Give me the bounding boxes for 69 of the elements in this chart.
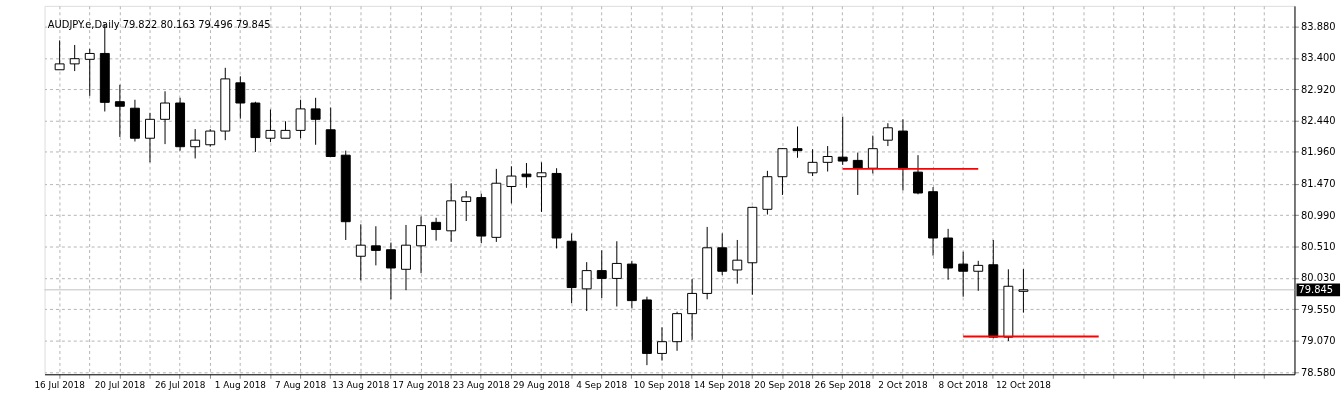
candlestick — [145, 112, 155, 163]
y-tick-label: 81.470 — [1300, 178, 1336, 190]
x-tick-label: 10 Sep 2018 — [633, 379, 691, 390]
x-tick-label: 29 Aug 2018 — [512, 379, 571, 390]
ref-line-label: 79.845 — [1298, 283, 1334, 295]
candlestick — [506, 165, 517, 204]
candlestick — [536, 161, 547, 213]
candlestick — [717, 232, 728, 276]
y-tick-label: 78.580 — [1300, 366, 1336, 378]
y-tick-label: 83.400 — [1300, 52, 1336, 64]
candlestick — [310, 97, 321, 146]
x-tick-label: 1 Aug 2018 — [214, 379, 267, 390]
candlestick — [114, 84, 125, 138]
candlestick — [69, 44, 80, 72]
x-tick-label: 16 Jul 2018 — [34, 379, 86, 390]
y-tick-label: 82.440 — [1300, 115, 1336, 127]
x-tick-label: 13 Aug 2018 — [332, 379, 390, 390]
x-tick-label: 17 Aug 2018 — [392, 379, 450, 390]
candlestick — [581, 261, 592, 312]
y-tick-label: 80.990 — [1300, 209, 1336, 221]
y-tick-label: 80.510 — [1300, 240, 1336, 252]
y-tick-label: 83.880 — [1300, 21, 1336, 33]
text: AUDJPY.e,Daily 79.822 80.163 79.496 79.845 — [47, 18, 271, 30]
candlestick — [837, 116, 848, 166]
x-tick-label: 7 Aug 2018 — [274, 379, 327, 390]
candlestick — [160, 90, 170, 145]
candlestick — [431, 217, 442, 242]
candlestick — [732, 239, 743, 285]
x-tick-label: 20 Sep 2018 — [754, 379, 812, 390]
candlestick — [822, 145, 833, 172]
x-tick-label: 2 Oct 2018 — [878, 379, 928, 390]
candlestick — [807, 148, 818, 177]
candlestick — [611, 240, 622, 307]
candlestick — [265, 109, 276, 143]
x-tick-label: 14 Sep 2018 — [694, 379, 751, 390]
y-tick-label: 82.920 — [1300, 83, 1336, 95]
candlestick — [54, 39, 65, 71]
x-tick-label: 23 Aug 2018 — [452, 379, 511, 390]
candlestick — [1018, 268, 1029, 314]
candlestick — [235, 75, 246, 120]
candlestick — [852, 152, 863, 196]
candlestick — [882, 122, 893, 147]
candlestick — [521, 162, 532, 189]
candlestick — [355, 223, 366, 281]
candlestick — [657, 326, 667, 362]
candlestick — [370, 225, 381, 266]
candlestick — [687, 278, 698, 341]
y-tick-label: 79.070 — [1300, 334, 1336, 346]
x-tick-label: 8 Oct 2018 — [938, 379, 989, 390]
candlestick — [973, 260, 984, 292]
candlestick — [958, 251, 969, 298]
x-tick-label: 12 Oct 2018 — [995, 379, 1052, 390]
candlestick — [913, 154, 923, 195]
candlestick — [792, 125, 803, 159]
candlestick — [596, 249, 607, 299]
candlestick — [84, 48, 95, 97]
x-tick-label: 26 Sep 2018 — [814, 379, 872, 390]
y-tick-label: 80.030 — [1300, 272, 1336, 284]
candlestick — [385, 242, 396, 300]
x-tick-label: 20 Jul 2018 — [94, 379, 146, 390]
y-tick-label: 81.960 — [1300, 146, 1336, 158]
candlestick — [867, 135, 878, 174]
x-tick-label: 4 Sep 2018 — [576, 379, 628, 390]
x-tick-label: 26 Jul 2018 — [154, 379, 206, 390]
candlestick — [295, 99, 306, 139]
candlestick — [416, 215, 426, 274]
y-tick-label: 79.550 — [1300, 303, 1336, 315]
candlestick — [190, 128, 201, 159]
candlestick — [461, 190, 472, 222]
